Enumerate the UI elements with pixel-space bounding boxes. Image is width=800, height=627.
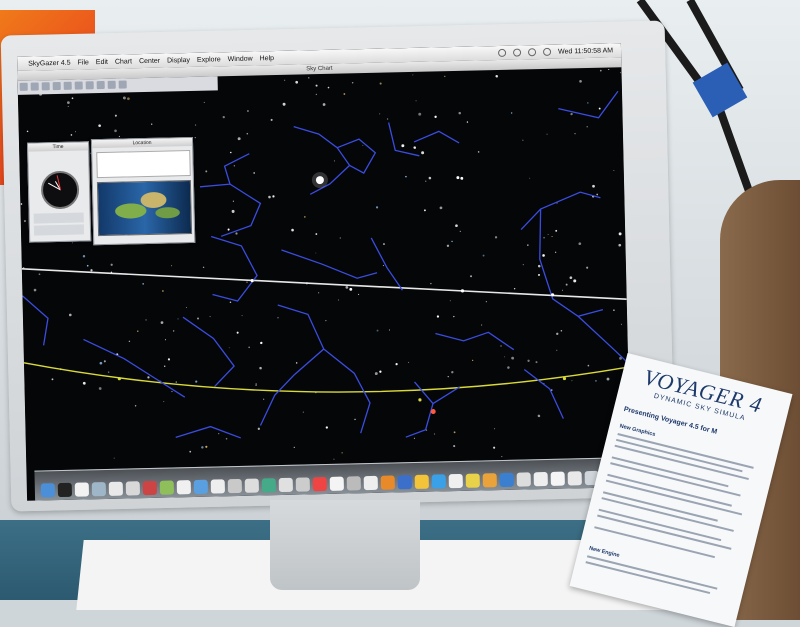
sync-icon[interactable] [498,49,506,57]
app-icon[interactable] [211,479,225,493]
app-icon[interactable] [279,478,293,492]
app-icon[interactable] [381,475,395,489]
app-icon[interactable] [245,479,259,493]
earth-map[interactable] [97,180,192,236]
app-icon[interactable] [228,479,242,493]
app-icon[interactable] [126,481,140,495]
screen: SkyGazer 4.5 File Edit Chart Center Disp… [17,43,631,501]
toolbar-button[interactable] [53,82,61,90]
bluetooth-icon[interactable] [528,48,536,56]
toolbar-button[interactable] [119,80,127,88]
app-icon[interactable] [449,474,463,488]
time-palette[interactable]: Time [27,141,91,242]
app-icon[interactable] [364,476,378,490]
app-icon[interactable] [466,474,480,488]
menubar-clock[interactable]: Wed 11:50:58 AM [558,47,621,55]
app-icon[interactable] [177,480,191,494]
app-icon[interactable] [143,481,157,495]
menu-edit[interactable]: Edit [96,58,108,65]
app-icon[interactable] [415,475,429,489]
menu-chart[interactable]: Chart [115,58,132,65]
app-icon[interactable] [347,476,361,490]
app-icon[interactable] [517,472,531,486]
flyer-text-line [587,555,718,589]
time-machine-icon[interactable] [513,48,521,56]
app-icon[interactable] [500,473,514,487]
menu-file[interactable]: File [78,59,89,66]
app-icon[interactable] [75,482,89,496]
menu-center[interactable]: Center [139,57,160,64]
menu-app[interactable]: SkyGazer 4.5 [28,59,71,67]
toolbar-button[interactable] [86,81,94,89]
location-palette-title[interactable]: Location [92,138,192,148]
finder-icon[interactable] [41,483,55,497]
menubar-spacer [281,53,491,58]
app-icon[interactable] [483,473,497,487]
location-palette[interactable]: Location [91,137,195,245]
menu-help[interactable]: Help [260,55,275,62]
app-icon[interactable] [296,477,310,491]
app-icon[interactable] [568,471,582,485]
app-icon[interactable] [262,478,276,492]
sky-chart-canvas[interactable] [18,67,631,471]
flyer-text-line [585,561,710,594]
flyer-text-line [603,491,718,521]
monitor-stand [270,500,420,590]
app-icon[interactable] [330,477,344,491]
app-icon[interactable] [551,472,565,486]
date-readout [34,224,84,235]
app-icon[interactable] [313,477,327,491]
volume-icon[interactable] [543,48,551,56]
toolbar-button[interactable] [20,83,28,91]
time-readout [34,212,84,223]
app-icon[interactable] [398,475,412,489]
toolbar-button[interactable] [42,82,50,90]
sky-background [18,67,631,471]
app-icon[interactable] [160,480,174,494]
app-icon[interactable] [92,482,106,496]
menu-explore[interactable]: Explore [197,56,221,64]
flyer-text-line [612,456,729,487]
toolbar-button[interactable] [97,81,105,89]
dashboard-icon[interactable] [58,483,72,497]
time-palette-title[interactable]: Time [28,142,88,151]
toolbar-button[interactable] [31,82,39,90]
app-icon[interactable] [109,482,123,496]
toolbar-button[interactable] [108,81,116,89]
menu-display[interactable]: Display [167,56,190,64]
location-fields[interactable] [96,150,191,178]
app-icon[interactable] [432,474,446,488]
menu-window[interactable]: Window [228,55,253,63]
app-icon[interactable] [534,472,548,486]
toolbar-button[interactable] [64,82,72,90]
analog-clock-icon [41,171,80,210]
toolbar-button[interactable] [75,81,83,89]
app-icon[interactable] [194,480,208,494]
sky-chart[interactable] [18,67,631,471]
